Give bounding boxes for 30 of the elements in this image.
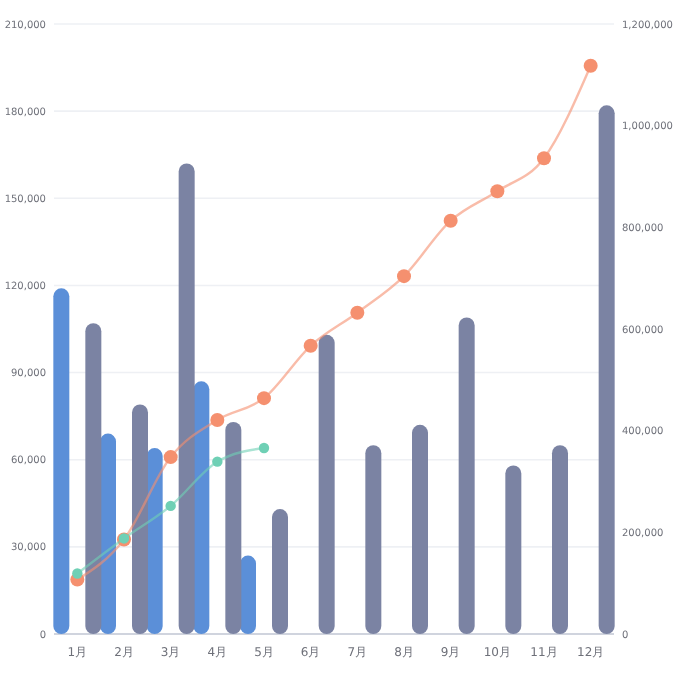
bar	[598, 105, 615, 634]
point	[165, 500, 176, 512]
point	[303, 338, 318, 353]
point	[257, 391, 271, 406]
bar	[505, 465, 522, 634]
bar	[272, 509, 288, 634]
point	[258, 442, 270, 454]
bar	[240, 555, 256, 634]
bar	[318, 334, 335, 634]
point	[210, 412, 225, 427]
bar	[458, 317, 475, 634]
point	[350, 305, 365, 320]
bar	[132, 404, 148, 634]
point	[583, 58, 598, 73]
bar	[146, 448, 163, 634]
bar	[100, 433, 116, 634]
point	[490, 184, 505, 199]
point	[72, 568, 83, 579]
point	[537, 151, 551, 166]
point	[397, 269, 411, 284]
bar	[552, 445, 568, 634]
bar	[178, 163, 195, 634]
bar	[365, 445, 382, 634]
bar	[85, 323, 102, 634]
point	[443, 213, 458, 228]
bar	[412, 424, 428, 634]
bar	[225, 421, 242, 634]
point	[212, 456, 223, 467]
bar	[53, 288, 70, 634]
point	[163, 450, 178, 465]
